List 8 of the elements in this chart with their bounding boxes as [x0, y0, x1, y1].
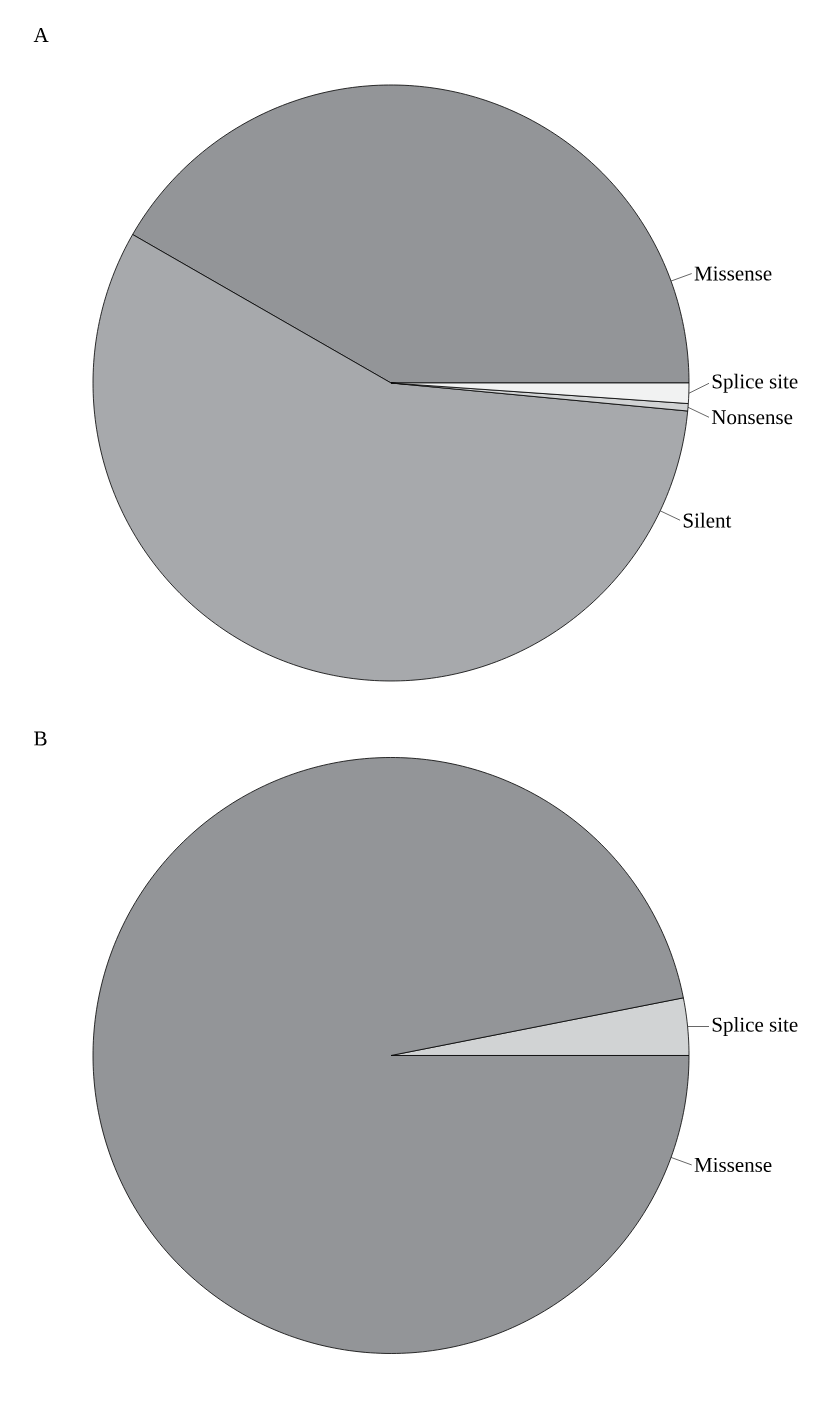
slice-label: Splice site: [712, 1016, 798, 1037]
slice-label: Missense: [694, 266, 772, 281]
slice-label: Splice site: [712, 373, 798, 393]
chart-title: A: [33, 28, 49, 42]
slice-label: Silent: [683, 512, 732, 528]
slice-label: Nonsense: [711, 410, 793, 425]
slice-label: Missense: [694, 1157, 772, 1172]
chart-title: B: [34, 731, 47, 746]
